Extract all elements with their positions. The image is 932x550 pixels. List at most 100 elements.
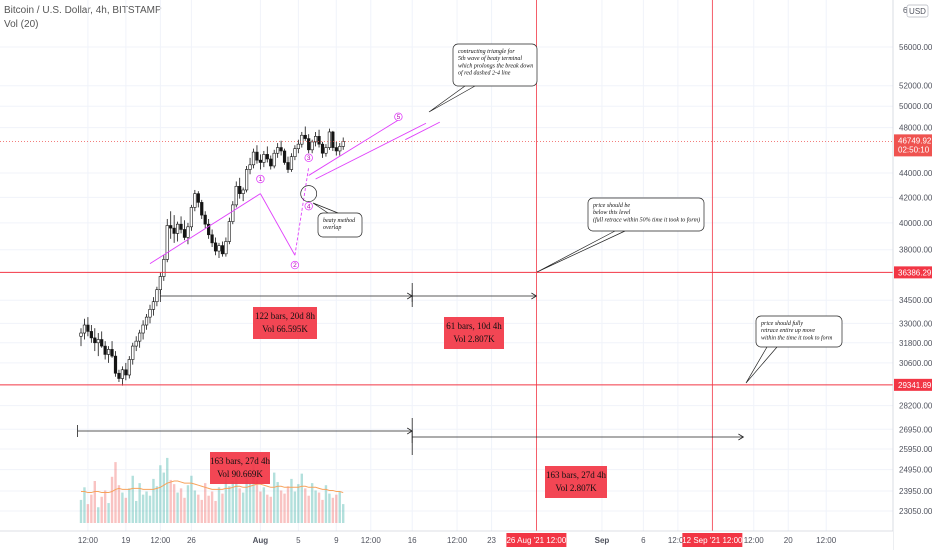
volume-bar: [241, 492, 245, 523]
wave-line: [405, 121, 441, 141]
volume-bar: [131, 475, 134, 523]
price-tick-label: 33000.00: [899, 319, 932, 328]
candle-down: [89, 331, 93, 339]
volume-bar: [197, 494, 200, 523]
candle-up: [227, 221, 231, 242]
candle-up: [324, 147, 328, 154]
candle-up: [120, 369, 124, 379]
candle-up: [293, 148, 297, 157]
price-tick-label: 31800.00: [899, 339, 932, 348]
volume-bars: [79, 457, 345, 523]
measure-box-volume: Vol 66.595K: [262, 324, 308, 334]
price-tick-label: 28200.00: [899, 402, 932, 411]
candle-up: [82, 324, 87, 334]
time-tick-label: 12:00: [816, 536, 837, 545]
volume-bar: [193, 490, 197, 523]
callout-pointer: [745, 346, 778, 384]
volume-bar: [166, 457, 169, 523]
candle-up: [96, 339, 100, 344]
candle-up: [289, 156, 294, 170]
wave-label-text: 5: [397, 114, 401, 121]
volume-bar: [252, 464, 255, 523]
volume-bar: [155, 486, 159, 523]
volume-bar: [293, 491, 297, 523]
wave-label-circle: [304, 201, 313, 211]
candle-down: [110, 349, 114, 357]
time-tick-label: 5: [296, 536, 301, 545]
candle-up: [165, 225, 169, 260]
time-axis-background: [0, 531, 893, 550]
volume-bar: [138, 483, 141, 523]
volume-bar: [83, 487, 86, 523]
time-tick-label: Sep: [595, 536, 610, 545]
candle-down: [282, 150, 287, 163]
candle-down: [265, 154, 269, 160]
measure-box-range: 122 bars, 20d 8h: [255, 311, 315, 321]
candle-up: [338, 146, 342, 152]
callout-box: [452, 43, 538, 87]
date-marker-badge: [682, 533, 743, 547]
candle-down: [210, 234, 214, 244]
candle-down: [100, 339, 104, 347]
callout-box: [755, 315, 843, 348]
chart-title: Bitcoin / U.S. Dollar, 4h, BITSTAMP: [4, 5, 162, 16]
price-tick-label: 42000.00: [899, 193, 932, 202]
volume-bar: [135, 500, 138, 523]
volume-bar: [217, 487, 221, 523]
volume-bar: [183, 497, 186, 523]
callout-text: contructing triangle for: [458, 48, 515, 55]
candle-down: [317, 136, 321, 145]
candle-up: [193, 193, 197, 208]
callout-text: price should fully: [760, 320, 803, 327]
candle-down: [334, 147, 338, 152]
candle-up: [241, 189, 245, 194]
wave-label-circle: [290, 260, 300, 270]
measure-box-range: 61 bars, 10d 4h: [446, 321, 502, 331]
volume-bar: [176, 492, 179, 523]
volume-bar: [186, 485, 190, 523]
wave-label-text: 2: [293, 262, 297, 269]
candle-up: [310, 141, 314, 151]
volume-bar: [231, 481, 234, 523]
volume-bar: [179, 488, 183, 523]
candle-down: [113, 355, 118, 374]
candle-down: [331, 131, 335, 148]
candle-up: [79, 332, 83, 337]
price-tick-label: 44000.00: [899, 169, 932, 178]
callout-box: [587, 197, 705, 232]
measure-box: [210, 452, 270, 484]
volume-bar: [204, 483, 207, 523]
candle-down: [117, 372, 121, 379]
volume-bar: [255, 479, 259, 523]
time-tick-label: 19: [121, 536, 130, 545]
volume-bar: [317, 492, 321, 523]
candle-up: [262, 154, 266, 163]
candle-up: [131, 345, 135, 360]
measure-61-bars: 61 bars, 10d 4h Vol 2.807K: [444, 317, 504, 349]
measure-box: [545, 466, 607, 498]
volume-bar: [335, 494, 338, 523]
volume-bar: [117, 485, 121, 523]
candle-up: [144, 316, 149, 326]
volume-bar: [114, 462, 117, 523]
candle-down: [307, 138, 311, 151]
volume-bar: [266, 494, 269, 523]
candle-down: [269, 158, 273, 167]
candle-down: [238, 185, 242, 194]
wave-label-circle: [394, 112, 403, 121]
candle-up: [134, 340, 138, 347]
volume-bar: [169, 479, 172, 523]
volume-bar: [172, 484, 176, 523]
time-tick-label: 12:00: [668, 536, 689, 545]
wave-label-text: 4: [307, 203, 311, 210]
volume-bar: [145, 491, 148, 523]
date-marker-badge: [506, 533, 567, 547]
candle-up: [158, 276, 162, 290]
candle-down: [279, 147, 283, 152]
time-tick-label: Aug: [253, 536, 269, 545]
price-tick-label: 24950.00: [899, 466, 932, 475]
wave-line-dashed: [294, 167, 310, 256]
measure-arrow: [738, 433, 745, 441]
